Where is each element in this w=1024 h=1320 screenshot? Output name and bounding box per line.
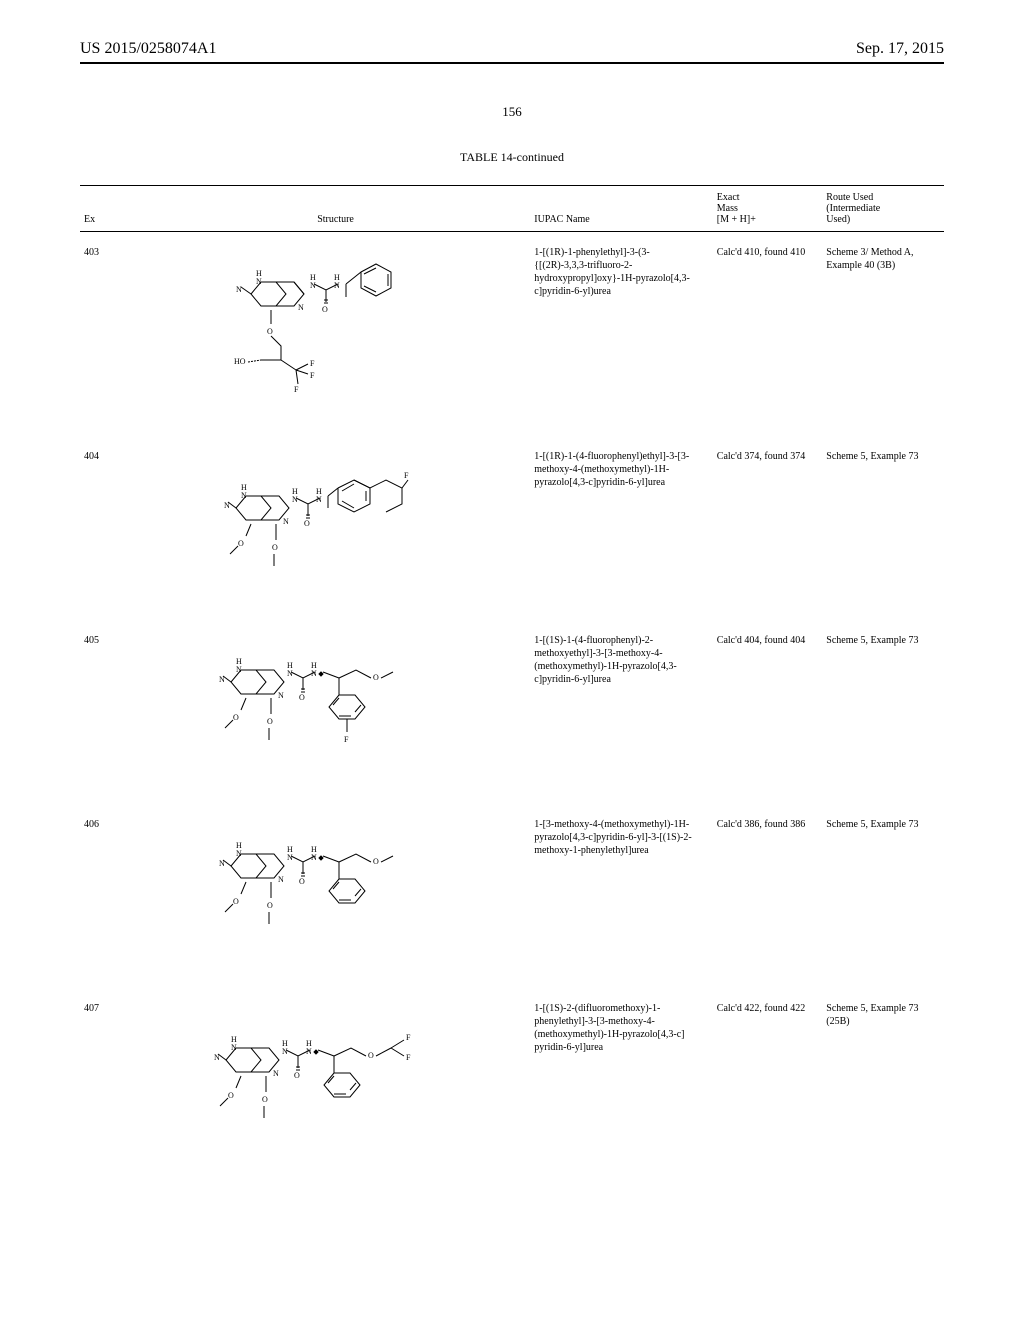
table-row: 403 H N N N — [80, 232, 944, 437]
svg-text:N: N — [241, 491, 247, 500]
page-header: US 2015/0258074A1 Sep. 17, 2015 — [80, 40, 944, 58]
svg-text:F: F — [404, 471, 409, 480]
ex-value: 406 — [80, 804, 141, 988]
svg-text:O: O — [368, 1051, 374, 1060]
iupac-name: 1-[3-methoxy-4-(methoxymethyl)-1H-pyrazo… — [530, 804, 713, 988]
svg-text:O: O — [299, 693, 305, 702]
route-value: Scheme 5, Example 73 — [822, 620, 944, 804]
svg-text:F: F — [344, 735, 349, 744]
svg-text:N: N — [282, 1047, 288, 1056]
structure-cell: H N N N H N H N — [141, 804, 530, 988]
col-route: Route Used (Intermediate Used) — [822, 186, 944, 232]
structure-cell: H N N N H N H N — [141, 620, 530, 804]
svg-text:O: O — [304, 519, 310, 528]
svg-text:N: N — [236, 849, 242, 858]
route-value: Scheme 3/ Method A, Example 40 (3B) — [822, 232, 944, 437]
svg-text:N: N — [316, 495, 322, 504]
svg-text:F: F — [406, 1033, 411, 1042]
chemical-structure-icon: H N N N H N H N — [211, 814, 461, 974]
svg-text:O: O — [233, 897, 239, 906]
table-row: 406 H N N N — [80, 804, 944, 988]
page-number: 156 — [80, 104, 944, 120]
ex-value: 404 — [80, 436, 141, 620]
svg-text:N: N — [278, 875, 284, 884]
svg-text:N: N — [287, 853, 293, 862]
svg-text:F: F — [406, 1053, 411, 1062]
iupac-name: 1-[(1S)-2-(difluoromethoxy)-1-phenylethy… — [530, 988, 713, 1172]
mass-value: Calc'd 374, found 374 — [713, 436, 823, 620]
svg-text:O: O — [238, 539, 244, 548]
svg-text:O: O — [272, 543, 278, 552]
svg-text:HO: HO — [234, 357, 246, 366]
svg-text:N: N — [236, 285, 242, 294]
table-row: 404 H N N N — [80, 436, 944, 620]
svg-text:N: N — [306, 1047, 312, 1056]
svg-text:N: N — [292, 495, 298, 504]
table-title: TABLE 14-continued — [80, 150, 944, 165]
chemical-structure-icon: H N N N H N H N — [211, 630, 461, 790]
header-divider — [80, 62, 944, 64]
iupac-name: 1-[(1R)-1-phenylethyl]-3-(3-{[(2R)-3,3,3… — [530, 232, 713, 437]
svg-text:N: N — [311, 669, 317, 678]
svg-text:O: O — [267, 717, 273, 726]
svg-text:N: N — [287, 669, 293, 678]
svg-text:O: O — [322, 305, 328, 314]
iupac-name: 1-[(1R)-1-(4-fluorophenyl)ethyl]-3-[3-me… — [530, 436, 713, 620]
col-structure: Structure — [141, 186, 530, 232]
svg-text:N: N — [311, 853, 317, 862]
svg-text:O: O — [262, 1095, 268, 1104]
col-name: IUPAC Name — [530, 186, 713, 232]
svg-text:N: N — [310, 281, 316, 290]
mass-value: Calc'd 404, found 404 — [713, 620, 823, 804]
route-value: Scheme 5, Example 73 — [822, 436, 944, 620]
svg-text:O: O — [373, 857, 379, 866]
ex-value: 407 — [80, 988, 141, 1172]
svg-text:O: O — [299, 877, 305, 886]
svg-text:F: F — [310, 359, 315, 368]
svg-text:N: N — [231, 1043, 237, 1052]
svg-text:O: O — [267, 327, 273, 336]
svg-text:N: N — [236, 665, 242, 674]
svg-text:O: O — [294, 1071, 300, 1080]
route-value: Scheme 5, Example 73 — [822, 804, 944, 988]
ex-value: 403 — [80, 232, 141, 437]
structure-cell: H N N N H N H N — [141, 988, 530, 1172]
svg-text:O: O — [373, 673, 379, 682]
svg-text:N: N — [256, 277, 262, 286]
mass-value: Calc'd 422, found 422 — [713, 988, 823, 1172]
structure-cell: H N N N H N H N O — [141, 232, 530, 437]
svg-text:F: F — [310, 371, 315, 380]
table-row: 405 H N N N — [80, 620, 944, 804]
table-row: 407 H N N N — [80, 988, 944, 1172]
chemical-structure-icon: H N N N H N H N O — [226, 242, 446, 422]
svg-text:N: N — [278, 691, 284, 700]
svg-text:N: N — [334, 281, 340, 290]
svg-text:N: N — [273, 1069, 279, 1078]
svg-text:O: O — [228, 1091, 234, 1100]
svg-text:N: N — [283, 517, 289, 526]
ex-value: 405 — [80, 620, 141, 804]
header-left: US 2015/0258074A1 — [80, 40, 216, 58]
col-mass: Exact Mass [M + H]+ — [713, 186, 823, 232]
compound-table: Ex Structure IUPAC Name Exact Mass [M + … — [80, 185, 944, 1172]
svg-text:O: O — [233, 713, 239, 722]
svg-text:N: N — [298, 303, 304, 312]
iupac-name: 1-[(1S)-1-(4-fluorophenyl)-2-methoxyethy… — [530, 620, 713, 804]
chemical-structure-icon: H N N N H N H N — [206, 998, 466, 1158]
structure-cell: H N N N H N H N — [141, 436, 530, 620]
svg-text:F: F — [294, 385, 299, 394]
col-ex: Ex — [80, 186, 141, 232]
header-right: Sep. 17, 2015 — [856, 40, 944, 58]
route-value: Scheme 5, Example 73 (25B) — [822, 988, 944, 1172]
mass-value: Calc'd 410, found 410 — [713, 232, 823, 437]
svg-text:O: O — [267, 901, 273, 910]
mass-value: Calc'd 386, found 386 — [713, 804, 823, 988]
chemical-structure-icon: H N N N H N H N — [216, 446, 456, 606]
